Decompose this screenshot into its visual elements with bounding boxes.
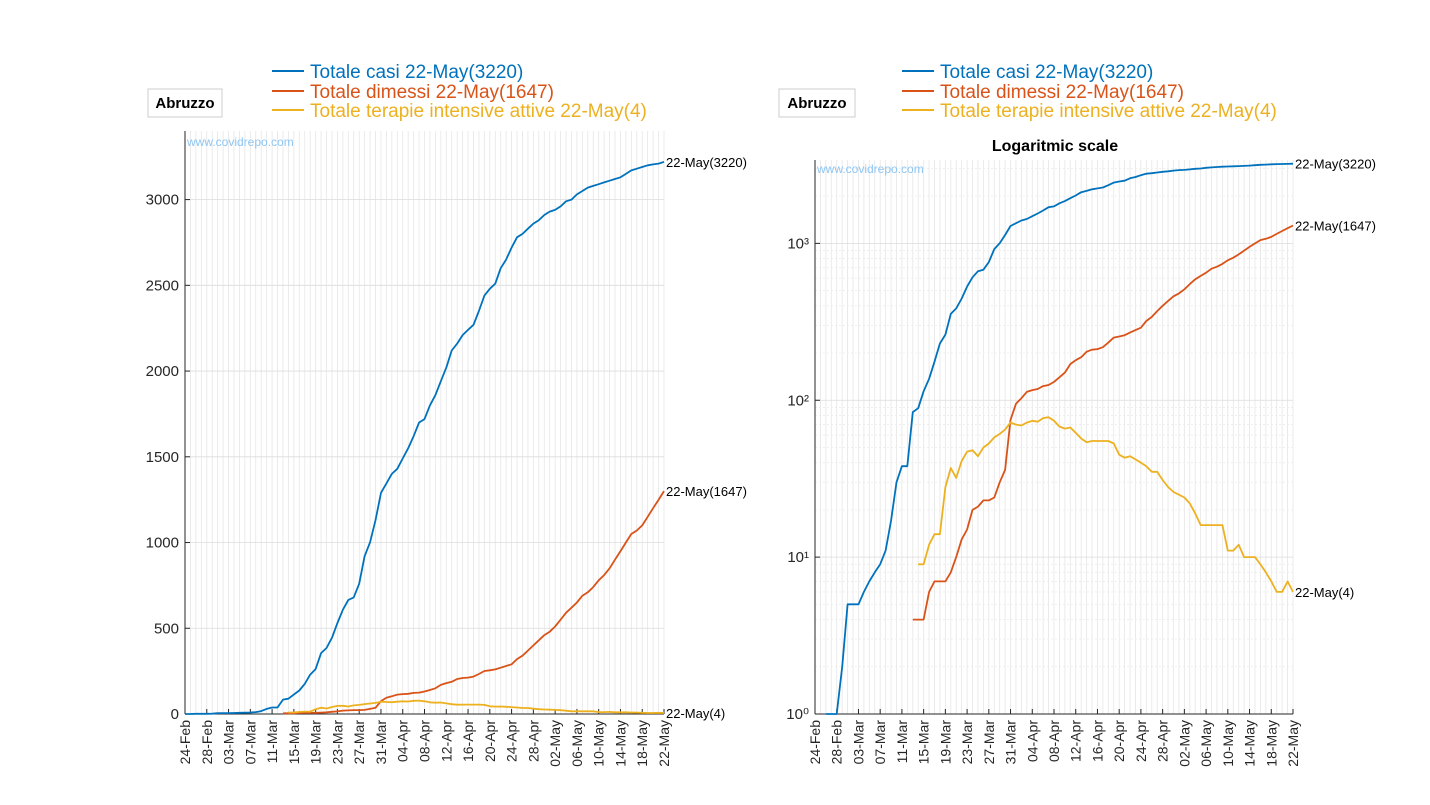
- x-tick-label: 15-Mar: [916, 720, 932, 765]
- axes: 10⁰ 10¹ 10² 10³ 24-Feb 28-Feb 03-Mar 07-Mar 11-M…: [786, 160, 1301, 767]
- series-lines: [825, 162, 1294, 715]
- x-tick-label: 12-Apr: [438, 720, 454, 762]
- x-tick-label: 18-May: [634, 720, 650, 767]
- x-tick-label: 02-May: [547, 720, 563, 767]
- x-tick-label: 02-May: [1176, 720, 1192, 767]
- x-tick-label: 24-Apr: [504, 720, 520, 762]
- region-label-box: [778, 88, 856, 118]
- x-tick-label: 04-Apr: [1024, 720, 1040, 762]
- series-line-cases: [185, 161, 665, 715]
- x-tick-label: 28-Apr: [525, 720, 541, 762]
- x-tick-label: 27-Mar: [351, 720, 367, 765]
- region-label: Abruzzo: [155, 95, 214, 112]
- x-tick-label: 15-Mar: [286, 720, 302, 765]
- x-tick-label: 23-Mar: [959, 720, 975, 765]
- legend-icu: Totale terapie intensive attive 22-May(4…: [310, 101, 647, 122]
- x-tick-label: 07-Mar: [872, 720, 888, 765]
- watermark: www.covidrepo.com: [816, 162, 924, 176]
- end-labels: 22-May(3220) 22-May(1647) 22-May(4): [1295, 157, 1376, 600]
- y-tick-label: 3000: [146, 192, 179, 209]
- x-tick-label: 11-Mar: [894, 720, 910, 764]
- x-tick-label: 14-May: [612, 720, 628, 767]
- x-tick-label: 03-Mar: [221, 720, 237, 765]
- end-label-discharged: 22-May(1647): [1295, 219, 1376, 234]
- x-tick-label: 24-Feb: [807, 720, 823, 765]
- legend: Totale casi 22-May(3220) Totale dimessi …: [272, 62, 647, 122]
- series-line-discharged: [912, 224, 1294, 621]
- x-tick-label: 27-Mar: [981, 720, 997, 765]
- axes: 0 500 1000 1500 2000 2500 3000 24-Feb 28-Feb 03-M…: [146, 131, 672, 767]
- x-tick-label: 20-Apr: [482, 720, 498, 762]
- y-tick-label: 10¹: [787, 549, 809, 566]
- end-labels: 22-May(3220) 22-May(1647) 22-May(4): [666, 155, 747, 721]
- x-tick-label: 08-Apr: [1046, 720, 1062, 762]
- y-tick-label: 2500: [146, 277, 179, 294]
- end-label-icu: 22-May(4): [666, 706, 725, 721]
- x-tick-label: 06-May: [569, 720, 585, 767]
- x-tick-label: 12-Apr: [1068, 720, 1084, 762]
- end-label-icu: 22-May(4): [1295, 585, 1354, 600]
- end-label-cases: 22-May(3220): [666, 155, 747, 170]
- legend-cases: Totale casi 22-May(3220): [940, 62, 1153, 83]
- x-tick-label: 16-Apr: [460, 720, 476, 762]
- x-tick-label: 11-Mar: [264, 720, 280, 764]
- x-tick-label: 28-Feb: [829, 720, 845, 765]
- x-tick-label: 28-Feb: [199, 720, 215, 765]
- legend-icu: Totale terapie intensive attive 22-May(4…: [940, 101, 1277, 122]
- x-tick-label: 22-May: [656, 720, 672, 767]
- end-label-cases: 22-May(3220): [1295, 157, 1376, 172]
- y-tick-label: 1000: [146, 535, 179, 552]
- series-line-discharged: [283, 490, 665, 715]
- y-tick-label: 500: [154, 620, 179, 637]
- grid: [814, 160, 1294, 715]
- watermark: www.covidrepo.com: [186, 135, 294, 149]
- x-tick-label: 04-Apr: [395, 720, 411, 762]
- y-tick-label: 1500: [146, 449, 179, 466]
- series-line-cases: [825, 162, 1294, 715]
- x-tick-label: 24-Apr: [1133, 720, 1149, 762]
- x-tick-label: 23-Mar: [329, 720, 345, 765]
- chart-title: Logaritmic scale: [992, 138, 1118, 155]
- log-chart-panel: Abruzzo Totale casi 22-May(3220) Totale …: [778, 62, 1376, 767]
- x-tick-label: 14-May: [1242, 720, 1258, 767]
- region-label-box: [147, 88, 223, 118]
- series-line-icu: [288, 699, 665, 714]
- series-line-icu: [918, 416, 1294, 593]
- x-tick-label: 16-Apr: [1089, 720, 1105, 762]
- x-tick-label: 10-May: [1220, 720, 1236, 767]
- region-label: Abruzzo: [787, 95, 846, 112]
- y-tick-label: 0: [171, 706, 179, 723]
- linear-chart-panel: Abruzzo Totale casi 22-May(3220) Totale …: [146, 62, 747, 767]
- y-tick-label: 10⁰: [786, 706, 809, 723]
- legend: Totale casi 22-May(3220) Totale dimessi …: [902, 62, 1277, 122]
- y-tick-label: 2000: [146, 363, 179, 380]
- x-tick-label: 19-Mar: [308, 720, 324, 765]
- legend-discharged: Totale dimessi 22-May(1647): [310, 82, 554, 103]
- x-tick-label: 08-Apr: [417, 720, 433, 762]
- legend-discharged: Totale dimessi 22-May(1647): [940, 82, 1184, 103]
- y-tick-label: 10³: [787, 235, 809, 252]
- x-tick-label: 06-May: [1198, 720, 1214, 767]
- x-tick-label: 31-Mar: [1003, 720, 1019, 765]
- x-tick-label: 20-Apr: [1111, 720, 1127, 762]
- x-tick-label: 19-Mar: [937, 720, 953, 765]
- x-tick-label: 22-May: [1285, 720, 1301, 767]
- x-tick-label: 24-Feb: [177, 720, 193, 765]
- legend-cases: Totale casi 22-May(3220): [310, 62, 523, 83]
- x-tick-label: 10-May: [591, 720, 607, 767]
- end-label-discharged: 22-May(1647): [666, 484, 747, 499]
- grid: [184, 131, 665, 715]
- x-tick-label: 07-Mar: [242, 720, 258, 765]
- y-tick-label: 10²: [787, 392, 809, 409]
- series-lines: [185, 161, 665, 715]
- x-tick-label: 31-Mar: [373, 720, 389, 765]
- x-tick-label: 18-May: [1263, 720, 1279, 767]
- x-tick-label: 03-Mar: [850, 720, 866, 765]
- x-tick-label: 28-Apr: [1155, 720, 1171, 762]
